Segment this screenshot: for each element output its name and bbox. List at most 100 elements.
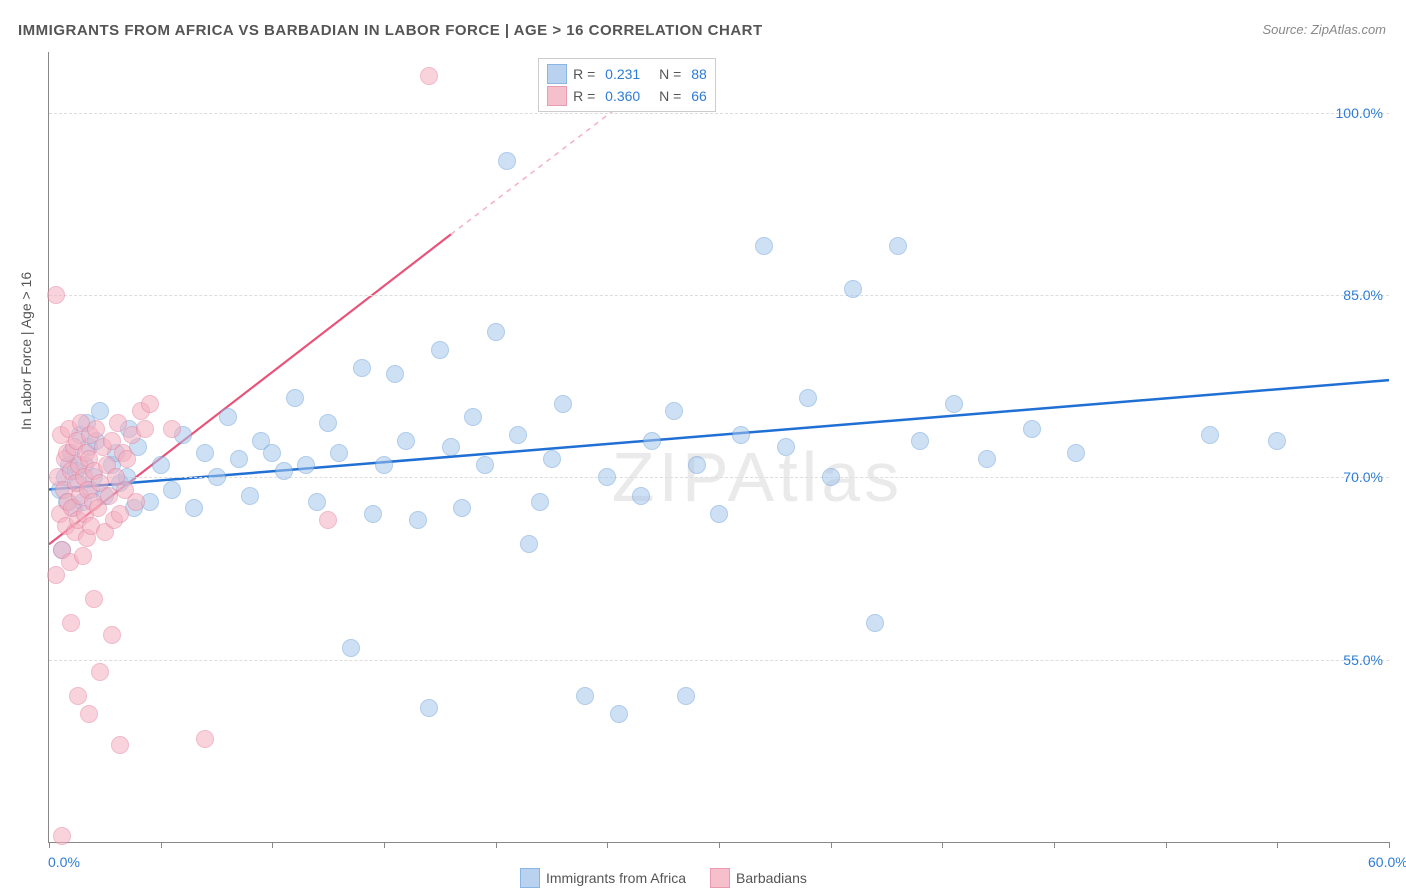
scatter-point-africa	[732, 426, 750, 444]
x-tick-label: 0.0%	[48, 854, 80, 870]
legend-item-barbadian: Barbadians	[710, 868, 807, 888]
chart-plot-area: ZIPAtlas R = 0.231 N = 88R = 0.360 N = 6…	[48, 52, 1389, 843]
y-tick-label: 100.0%	[1336, 105, 1383, 121]
scatter-point-africa	[688, 456, 706, 474]
x-tick	[1054, 842, 1055, 848]
scatter-point-barbadian	[62, 614, 80, 632]
scatter-point-africa	[554, 395, 572, 413]
x-tick	[1389, 842, 1390, 848]
scatter-point-barbadian	[136, 420, 154, 438]
scatter-point-africa	[822, 468, 840, 486]
scatter-point-africa	[330, 444, 348, 462]
scatter-point-africa	[364, 505, 382, 523]
scatter-point-africa	[911, 432, 929, 450]
scatter-point-africa	[945, 395, 963, 413]
scatter-point-africa	[844, 280, 862, 298]
scatter-point-africa	[464, 408, 482, 426]
scatter-point-barbadian	[103, 626, 121, 644]
y-axis-label: In Labor Force | Age > 16	[18, 272, 34, 430]
legend-r-label: R =	[573, 66, 595, 82]
x-tick	[161, 842, 162, 848]
scatter-point-africa	[799, 389, 817, 407]
scatter-point-barbadian	[91, 663, 109, 681]
scatter-point-africa	[889, 237, 907, 255]
scatter-point-africa	[610, 705, 628, 723]
scatter-point-africa	[710, 505, 728, 523]
scatter-point-africa	[866, 614, 884, 632]
x-tick	[831, 842, 832, 848]
scatter-point-africa	[152, 456, 170, 474]
scatter-point-africa	[453, 499, 471, 517]
scatter-point-africa	[91, 402, 109, 420]
scatter-point-barbadian	[47, 286, 65, 304]
legend-n-value: 66	[687, 88, 706, 104]
scatter-point-africa	[297, 456, 315, 474]
y-tick-label: 85.0%	[1343, 287, 1383, 303]
scatter-point-africa	[241, 487, 259, 505]
scatter-point-africa	[342, 639, 360, 657]
correlation-legend: R = 0.231 N = 88R = 0.360 N = 66	[538, 58, 716, 112]
scatter-point-africa	[1067, 444, 1085, 462]
scatter-point-barbadian	[69, 687, 87, 705]
legend-r-value: 0.360	[601, 88, 649, 104]
scatter-point-africa	[420, 699, 438, 717]
legend-r-label: R =	[573, 88, 595, 104]
scatter-point-africa	[598, 468, 616, 486]
scatter-point-barbadian	[420, 67, 438, 85]
gridline	[49, 295, 1389, 296]
legend-n-value: 88	[687, 66, 706, 82]
scatter-point-africa	[353, 359, 371, 377]
gridline	[49, 660, 1389, 661]
legend-item-africa: Immigrants from Africa	[520, 868, 686, 888]
scatter-point-barbadian	[127, 493, 145, 511]
scatter-point-africa	[978, 450, 996, 468]
y-tick-label: 70.0%	[1343, 469, 1383, 485]
y-tick-label: 55.0%	[1343, 652, 1383, 668]
scatter-point-barbadian	[87, 420, 105, 438]
chart-title: IMMIGRANTS FROM AFRICA VS BARBADIAN IN L…	[18, 22, 763, 39]
scatter-point-africa	[632, 487, 650, 505]
scatter-point-africa	[531, 493, 549, 511]
scatter-point-africa	[208, 468, 226, 486]
scatter-point-barbadian	[111, 736, 129, 754]
scatter-point-africa	[163, 481, 181, 499]
scatter-point-africa	[397, 432, 415, 450]
scatter-point-africa	[576, 687, 594, 705]
scatter-point-africa	[308, 493, 326, 511]
scatter-point-africa	[1023, 420, 1041, 438]
scatter-point-africa	[409, 511, 427, 529]
scatter-point-africa	[777, 438, 795, 456]
x-tick	[1277, 842, 1278, 848]
scatter-point-barbadian	[141, 395, 159, 413]
legend-label: Immigrants from Africa	[546, 870, 686, 886]
legend-label: Barbadians	[736, 870, 807, 886]
scatter-point-africa	[543, 450, 561, 468]
gridline	[49, 113, 1389, 114]
scatter-point-barbadian	[118, 450, 136, 468]
scatter-point-barbadian	[196, 730, 214, 748]
scatter-point-africa	[319, 414, 337, 432]
legend-swatch	[710, 868, 730, 888]
scatter-point-africa	[643, 432, 661, 450]
legend-r-value: 0.231	[601, 66, 649, 82]
scatter-point-africa	[263, 444, 281, 462]
scatter-point-africa	[665, 402, 683, 420]
scatter-point-africa	[677, 687, 695, 705]
scatter-point-barbadian	[80, 705, 98, 723]
legend-row-africa: R = 0.231 N = 88	[547, 63, 707, 85]
scatter-point-africa	[219, 408, 237, 426]
x-tick	[1166, 842, 1167, 848]
scatter-point-africa	[487, 323, 505, 341]
legend-swatch	[547, 64, 567, 84]
scatter-point-africa	[509, 426, 527, 444]
scatter-point-barbadian	[53, 827, 71, 845]
scatter-point-africa	[185, 499, 203, 517]
legend-n-label: N =	[655, 66, 681, 82]
trend-line	[49, 380, 1389, 489]
scatter-point-africa	[520, 535, 538, 553]
x-tick-label: 60.0%	[1368, 854, 1406, 870]
trend-lines-layer	[49, 52, 1389, 842]
x-tick	[942, 842, 943, 848]
legend-n-label: N =	[655, 88, 681, 104]
scatter-point-barbadian	[47, 566, 65, 584]
